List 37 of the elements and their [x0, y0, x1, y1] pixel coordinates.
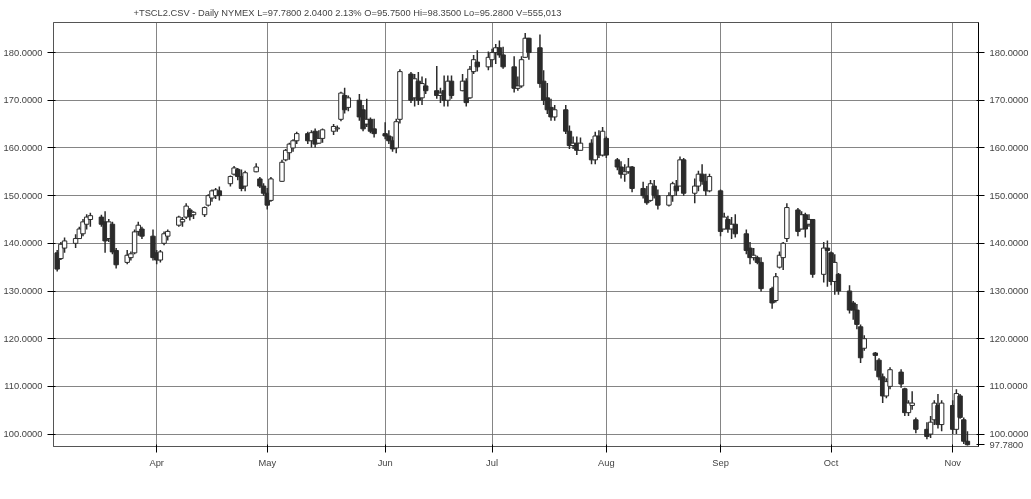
- y2-tick-label: 110.0000: [989, 381, 1028, 392]
- x-tick-label: Oct: [823, 457, 839, 468]
- candlestick: [511, 55, 517, 94]
- candlestick: [832, 253, 838, 296]
- y-tick-label: 130.0000: [3, 286, 43, 297]
- x-tick-label: Apr: [149, 457, 164, 468]
- y-tick-label: 170.0000: [3, 95, 43, 106]
- y-tick-label: 110.0000: [4, 381, 43, 392]
- candlestick: [603, 135, 609, 159]
- candlestick: [898, 368, 904, 389]
- chart-title: +TSCL2.CSV - Daily NYMEX L=97.7800 2.0400 2.13% O=95.7500 Hi=98.3500 Lo=95.2800 V=555,013: [133, 7, 562, 18]
- y2-tick-label: 100.0000: [989, 429, 1029, 440]
- y-tick-label: 120.0000: [3, 333, 43, 344]
- x-tick-label: May: [258, 457, 277, 468]
- candlestick: [150, 228, 156, 262]
- y2-tick-label: 180.0000: [989, 47, 1029, 58]
- y-tick-label: 180.0000: [3, 47, 43, 58]
- y2-tick-label: 170.0000: [989, 95, 1029, 106]
- candlestick: [909, 390, 915, 411]
- candlestick: [489, 47, 495, 69]
- y-tick-label: 140.0000: [3, 238, 43, 249]
- y-tick-label: 150.0000: [3, 190, 43, 201]
- x-tick-label: Sep: [712, 457, 729, 468]
- y2-tick-label: 97.7800: [989, 439, 1024, 450]
- x-tick-label: Aug: [597, 457, 615, 468]
- y2-tick-label: 150.0000: [989, 190, 1029, 201]
- x-tick-label: Jun: [377, 457, 393, 468]
- y-tick-label: 160.0000: [3, 142, 43, 153]
- candlestick: [448, 74, 455, 100]
- y2-tick-label: 160.0000: [989, 142, 1029, 153]
- y-tick-label: 100.0000: [3, 429, 43, 440]
- y2-tick-label: 130.0000: [989, 286, 1029, 297]
- candlestick: [382, 121, 388, 141]
- x-tick-label: Jul: [486, 457, 499, 468]
- x-tick-label: Nov: [944, 457, 962, 468]
- y2-tick-label: 120.0000: [989, 333, 1029, 344]
- y2-tick-label: 140.0000: [989, 238, 1029, 249]
